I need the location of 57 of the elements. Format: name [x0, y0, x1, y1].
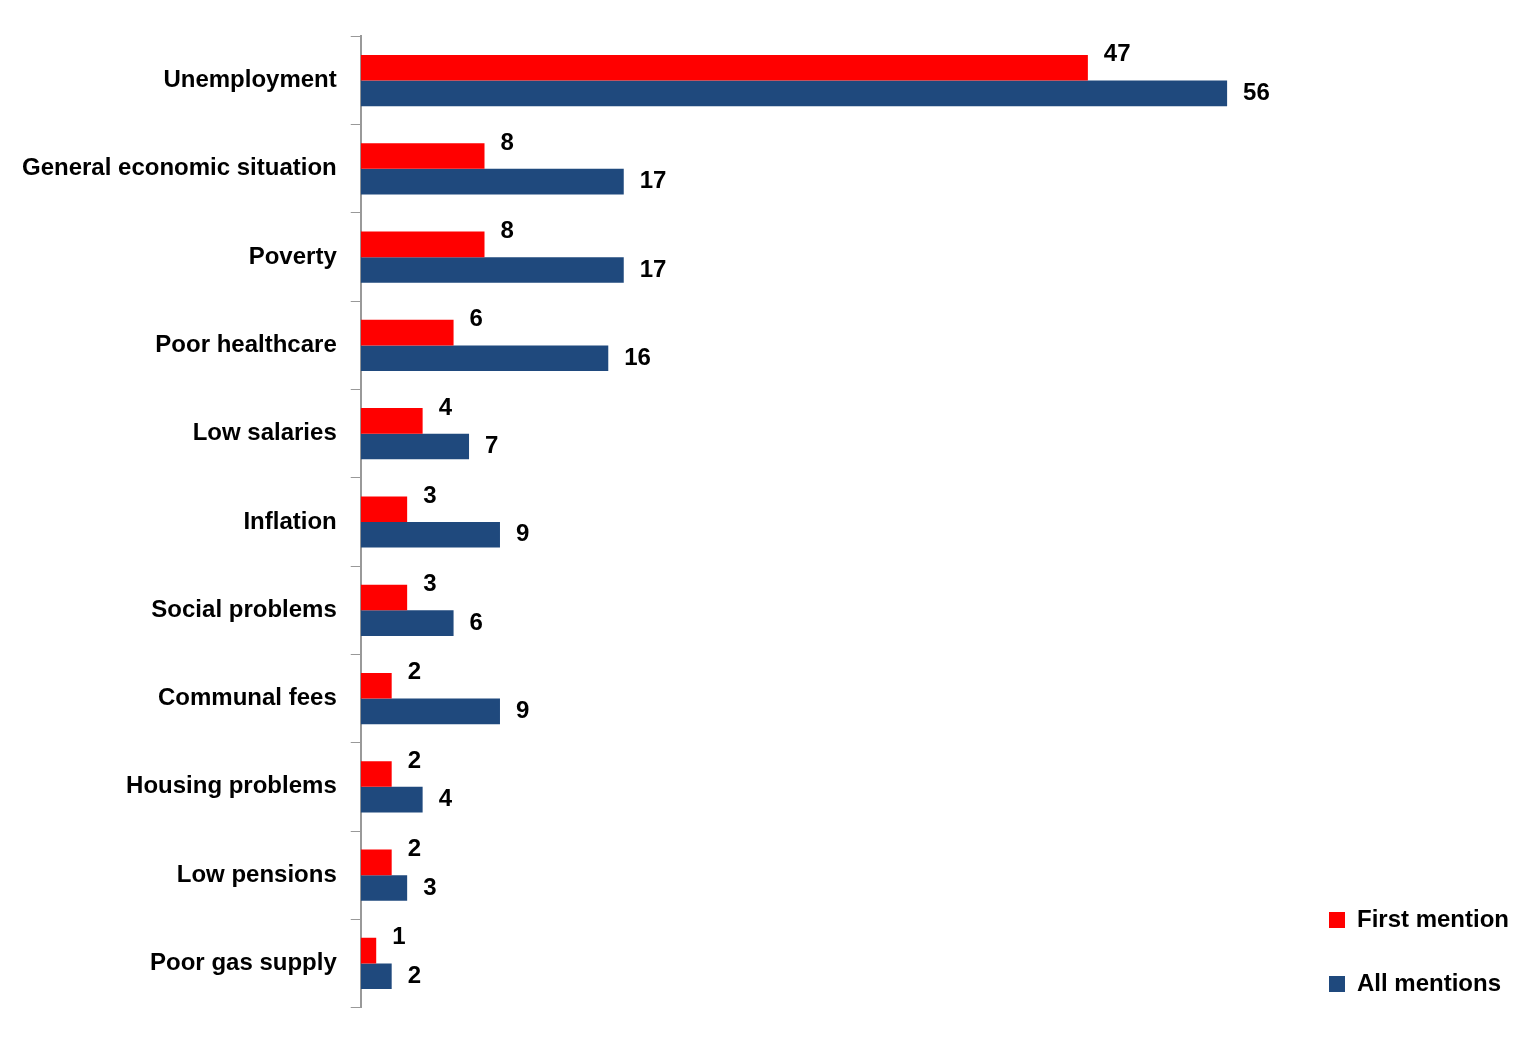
legend-label: All mentions: [1357, 968, 1502, 996]
data-label: 47: [1103, 39, 1131, 67]
bar: [360, 875, 408, 901]
data-label: 2: [407, 657, 422, 685]
bar: [360, 319, 454, 346]
data-label: 56: [1243, 77, 1270, 105]
bar: [360, 963, 392, 990]
bar: [360, 80, 1228, 107]
data-label: 16: [624, 342, 651, 370]
data-label: 3: [423, 480, 437, 508]
data-label: 9: [515, 696, 530, 724]
y-tick-label: Low salaries: [192, 418, 337, 446]
data-label: 8: [500, 127, 514, 155]
data-label: 4: [438, 392, 453, 420]
data-label: 2: [407, 745, 422, 773]
y-tick-label: Poverty: [248, 241, 338, 269]
bar: [360, 610, 454, 636]
y-tick-label: Inflation: [243, 506, 337, 534]
y-tick-label: Unemployment: [163, 65, 337, 93]
y-tick-label: Low pensions: [176, 859, 337, 887]
bar: [360, 143, 485, 169]
bar: [360, 54, 1088, 81]
bar: [360, 522, 500, 548]
y-tick-label: Housing problems: [126, 771, 337, 799]
bar: [360, 937, 377, 964]
bar: [360, 698, 500, 725]
bar: [360, 584, 408, 611]
legend-label: First mention: [1357, 904, 1510, 932]
y-tick-label: Poor healthcare: [155, 330, 337, 358]
data-label: 17: [639, 166, 667, 194]
data-label: 3: [423, 872, 437, 900]
y-tick-label: Social problems: [151, 594, 337, 622]
bar: [360, 408, 423, 434]
bar: [360, 786, 423, 813]
data-label: 17: [639, 254, 667, 282]
data-label: 9: [515, 519, 530, 547]
data-label: 7: [485, 431, 499, 459]
bar: [360, 761, 392, 787]
data-label: 1: [392, 922, 406, 950]
y-tick-label: Poor gas supply: [150, 948, 338, 976]
bar: [360, 672, 392, 699]
bar: [360, 231, 485, 258]
data-label: 2: [407, 960, 422, 988]
data-label: 6: [469, 304, 483, 332]
bar: [360, 433, 470, 460]
y-tick-label: Communal fees: [158, 683, 337, 711]
bar: [360, 849, 392, 876]
y-tick-label: General economic situation: [21, 153, 337, 181]
data-label: 3: [423, 569, 437, 597]
data-label: 8: [500, 215, 514, 243]
bar: [360, 496, 408, 522]
bar: [360, 345, 609, 372]
bar: [360, 168, 624, 195]
data-label: 2: [407, 833, 422, 861]
bar: [360, 257, 624, 283]
data-label: 4: [438, 784, 453, 812]
data-label: 6: [469, 607, 483, 635]
